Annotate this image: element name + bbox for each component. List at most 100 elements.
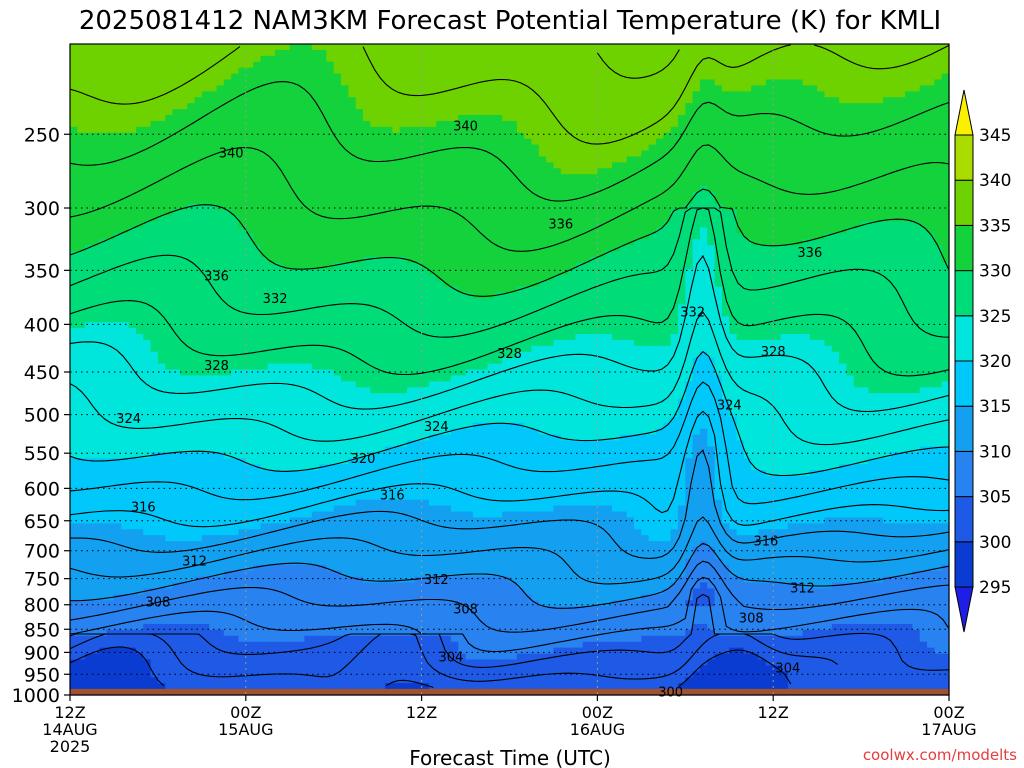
field-cell bbox=[458, 120, 467, 128]
field-cell bbox=[91, 215, 100, 223]
field-cell bbox=[502, 91, 511, 98]
field-cell bbox=[392, 191, 401, 199]
field-cell bbox=[348, 280, 357, 288]
field-cell bbox=[787, 79, 796, 87]
field-cell bbox=[494, 115, 503, 122]
field-cell bbox=[817, 67, 826, 75]
field-cell bbox=[289, 79, 298, 87]
field-cell bbox=[824, 156, 833, 163]
field-cell bbox=[465, 203, 474, 211]
field-cell bbox=[853, 44, 862, 51]
field-cell bbox=[341, 262, 349, 270]
field-cell bbox=[113, 120, 122, 128]
field-cell bbox=[648, 215, 657, 223]
field-cell bbox=[912, 268, 921, 276]
field-cell bbox=[743, 144, 752, 152]
field-cell bbox=[70, 79, 78, 87]
field-cell bbox=[392, 233, 401, 240]
field-cell bbox=[817, 280, 826, 288]
field-cell bbox=[341, 186, 349, 193]
field-cell bbox=[121, 156, 130, 163]
field-cell bbox=[319, 144, 327, 152]
field-cell bbox=[670, 186, 679, 193]
field-cell bbox=[546, 203, 555, 211]
field-cell bbox=[824, 209, 833, 217]
field-cell bbox=[743, 85, 752, 92]
field-cell bbox=[304, 109, 313, 116]
field-cell bbox=[91, 227, 100, 234]
field-cell bbox=[677, 115, 686, 122]
field-cell bbox=[223, 120, 232, 128]
field-cell bbox=[560, 126, 569, 134]
field-cell bbox=[165, 109, 174, 116]
field-cell bbox=[641, 91, 650, 98]
field-cell bbox=[450, 245, 459, 252]
field-cell bbox=[487, 268, 496, 276]
field-cell bbox=[509, 221, 518, 229]
field-cell bbox=[406, 120, 415, 128]
field-cell bbox=[458, 221, 467, 229]
field-cell bbox=[502, 49, 511, 57]
field-cell bbox=[70, 73, 78, 81]
field-cell bbox=[113, 203, 122, 211]
field-cell bbox=[575, 85, 584, 92]
field-cell bbox=[538, 203, 547, 211]
field-cell bbox=[736, 91, 745, 98]
field-cell bbox=[304, 168, 313, 175]
field-cell bbox=[597, 280, 606, 288]
field-cell bbox=[831, 126, 840, 134]
field-cell bbox=[238, 150, 247, 158]
field-cell bbox=[70, 103, 78, 110]
field-cell bbox=[179, 168, 188, 175]
field-cell bbox=[443, 168, 452, 175]
field-cell bbox=[275, 174, 284, 181]
field-cell bbox=[223, 168, 232, 175]
field-cell bbox=[626, 186, 635, 193]
field-cell bbox=[809, 262, 818, 270]
field-cell bbox=[809, 120, 818, 128]
field-cell bbox=[480, 138, 489, 146]
field-cell bbox=[941, 79, 950, 87]
field-cell bbox=[304, 79, 313, 87]
field-cell bbox=[421, 268, 430, 276]
field-cell bbox=[179, 44, 188, 51]
field-cell bbox=[604, 49, 613, 57]
field-cell bbox=[260, 162, 269, 169]
field-cell bbox=[634, 227, 642, 234]
field-cell bbox=[714, 67, 723, 75]
field-cell bbox=[846, 150, 855, 158]
field-cell bbox=[113, 215, 122, 223]
chart-title: 2025081412 NAM3KM Forecast Potential Tem… bbox=[79, 6, 941, 36]
field-cell bbox=[377, 162, 386, 169]
field-cell bbox=[648, 109, 657, 116]
field-cell bbox=[751, 227, 760, 234]
field-cell bbox=[231, 233, 240, 240]
field-cell bbox=[77, 85, 86, 92]
field-cell bbox=[304, 221, 313, 229]
field-cell bbox=[795, 257, 804, 264]
field-cell bbox=[743, 61, 752, 69]
field-cell bbox=[853, 239, 862, 246]
field-cell bbox=[238, 209, 247, 217]
field-cell bbox=[384, 257, 393, 264]
field-cell bbox=[692, 162, 701, 169]
field-cell bbox=[604, 221, 613, 229]
field-cell bbox=[480, 91, 489, 98]
field-cell bbox=[612, 257, 620, 264]
field-cell bbox=[721, 274, 730, 282]
field-cell bbox=[802, 103, 811, 110]
field-cell bbox=[699, 132, 708, 140]
field-cell bbox=[604, 162, 613, 169]
field-cell bbox=[414, 286, 423, 294]
field-cell bbox=[729, 186, 738, 193]
field-cell bbox=[428, 274, 437, 282]
field-cell bbox=[597, 97, 606, 104]
field-cell bbox=[839, 126, 848, 134]
field-cell bbox=[465, 61, 474, 69]
field-cell bbox=[392, 168, 401, 175]
field-cell bbox=[795, 180, 804, 187]
field-cell bbox=[392, 44, 401, 51]
field-cell bbox=[692, 103, 701, 110]
field-cell bbox=[883, 174, 891, 181]
field-cell bbox=[509, 274, 518, 282]
